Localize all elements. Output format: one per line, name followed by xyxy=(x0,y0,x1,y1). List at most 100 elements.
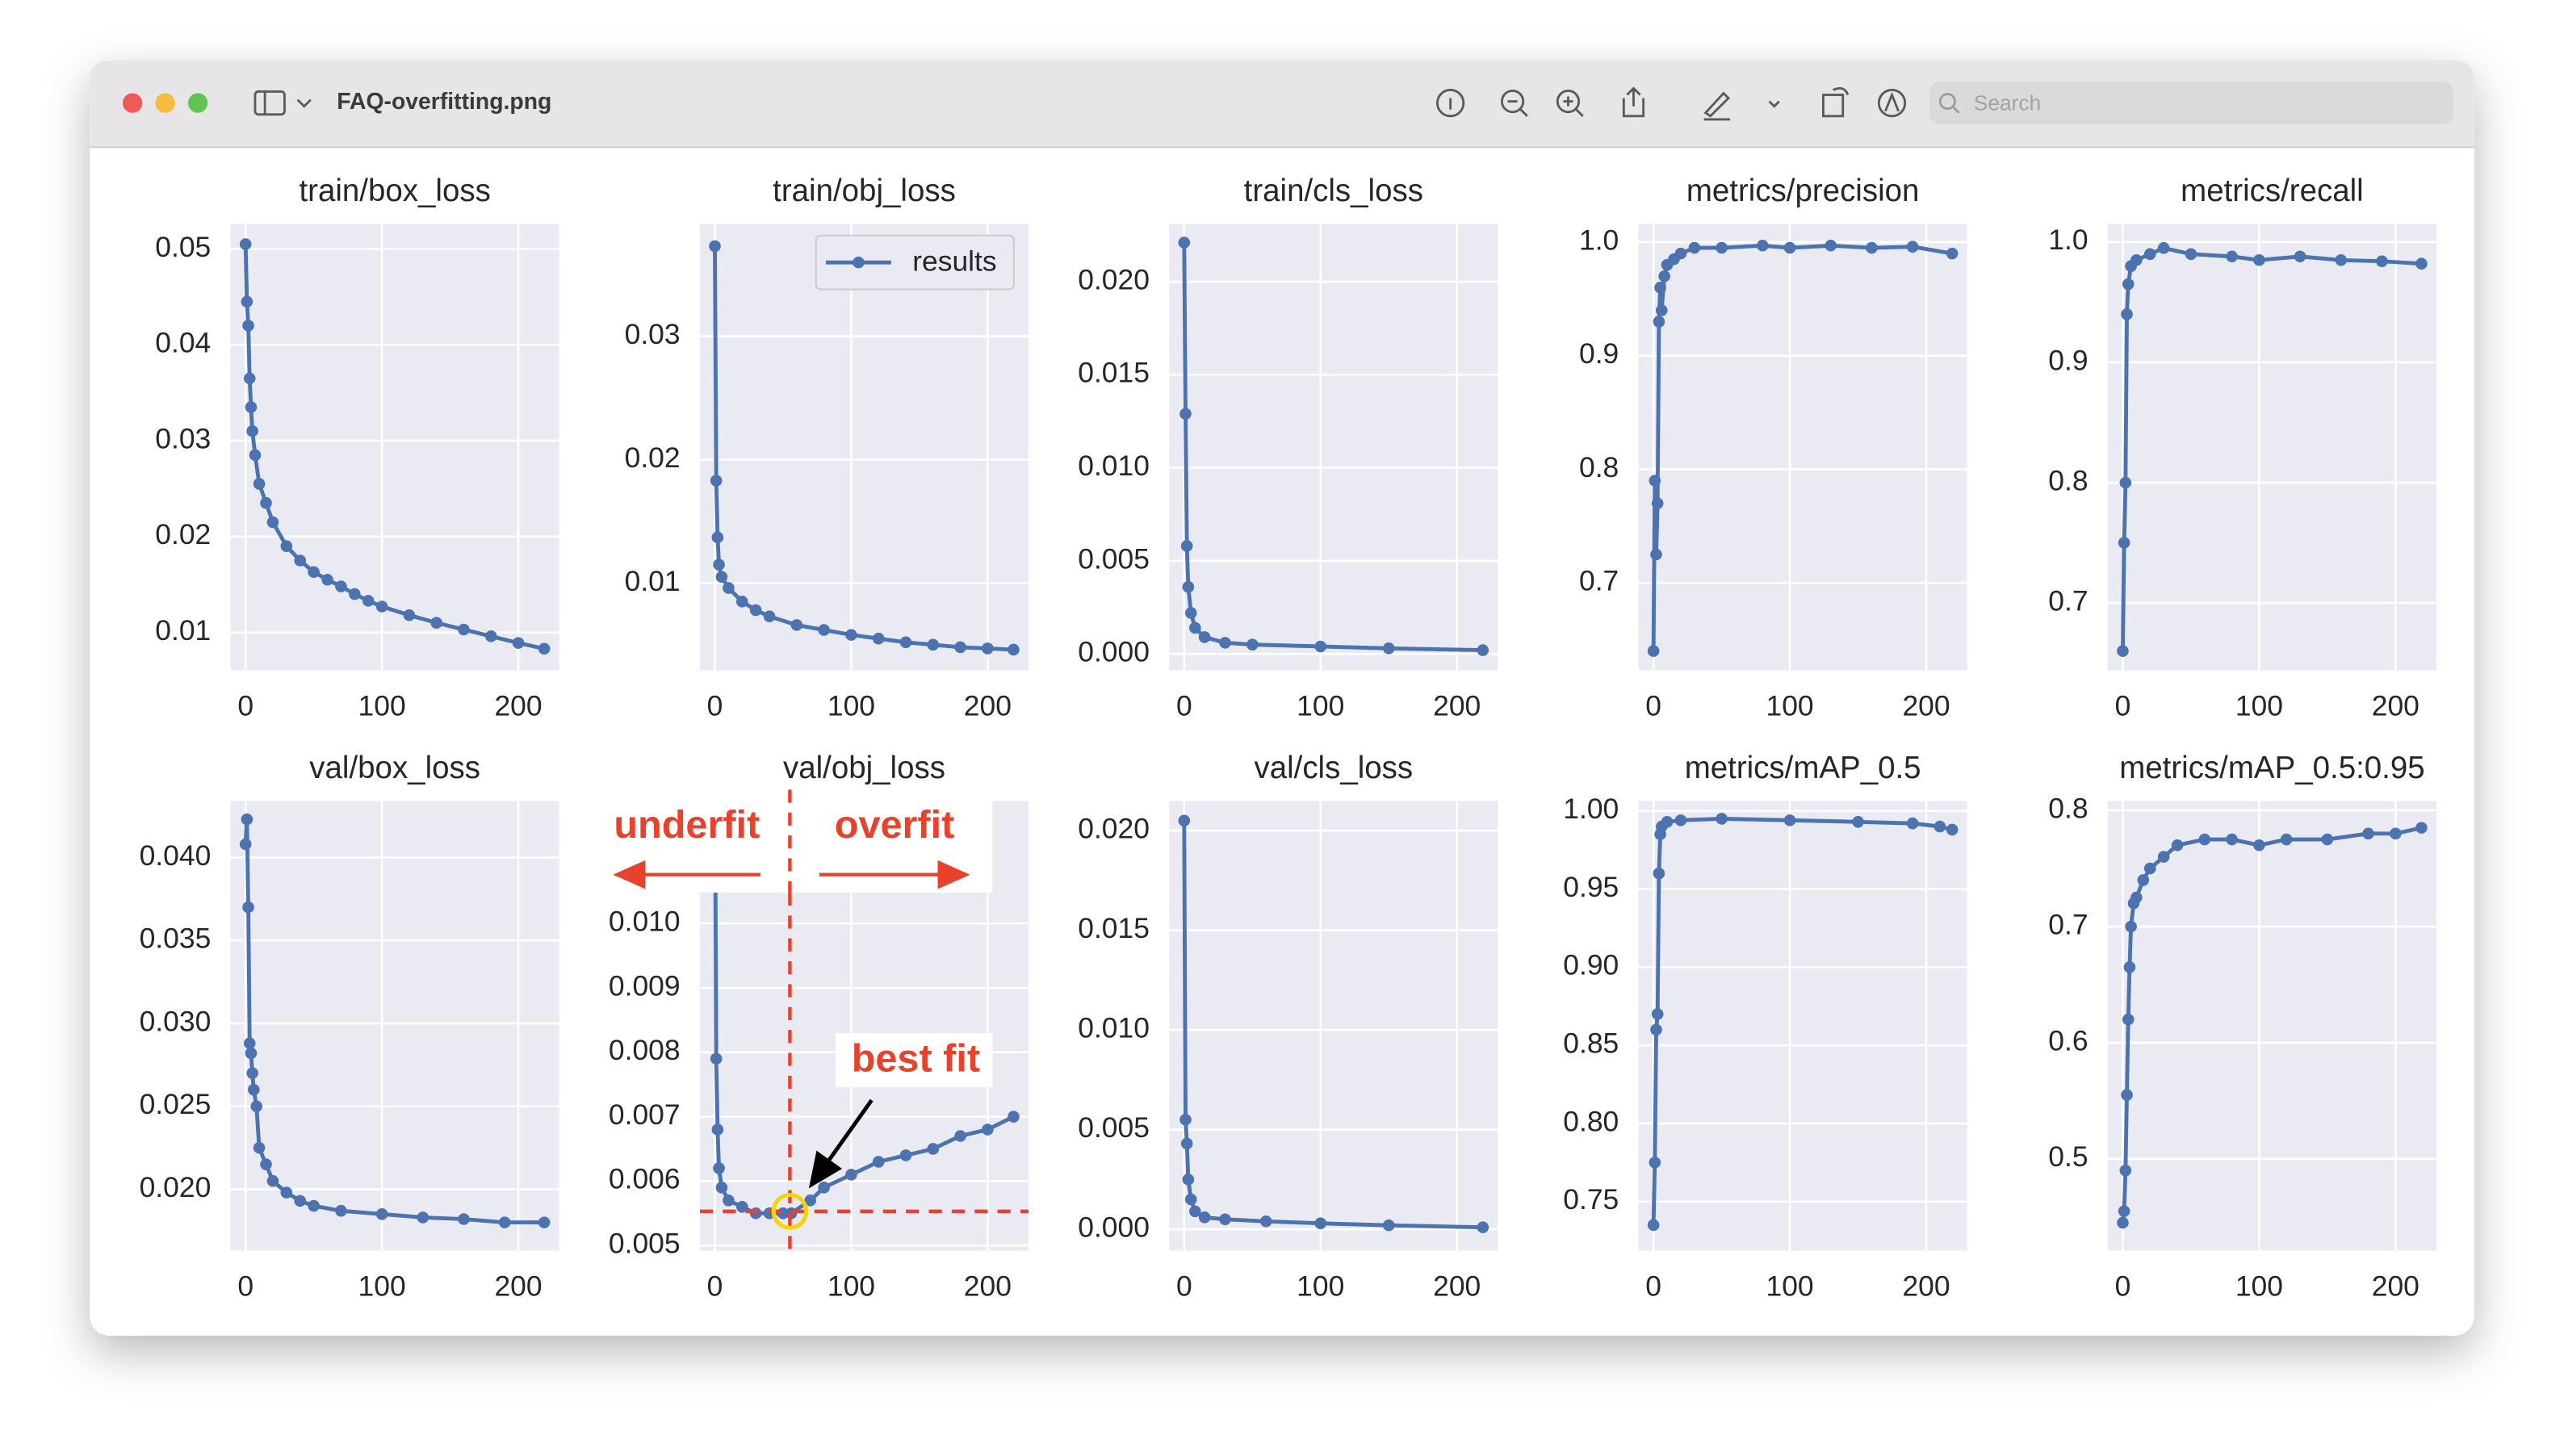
data-point xyxy=(1649,1157,1661,1169)
x-tick-label: 200 xyxy=(1902,689,1950,722)
data-point xyxy=(294,1195,307,1207)
plot-area xyxy=(230,224,559,671)
data-point xyxy=(1259,1215,1272,1228)
data-point xyxy=(2143,248,2156,261)
data-point xyxy=(335,580,347,592)
data-point xyxy=(954,641,966,654)
data-point xyxy=(2125,920,2137,933)
x-tick-label: 200 xyxy=(964,689,1012,722)
data-point xyxy=(458,623,470,636)
data-point xyxy=(2198,833,2211,846)
markup-button[interactable] xyxy=(1703,91,1780,121)
close-button[interactable] xyxy=(122,93,143,113)
y-tick-label: 0.5 xyxy=(2048,1140,2088,1173)
y-tick-label: 0.01 xyxy=(155,614,211,646)
x-tick-label: 100 xyxy=(1766,1270,1814,1303)
minimize-button[interactable] xyxy=(155,93,175,113)
y-tick-label: 0.7 xyxy=(2048,584,2088,617)
chart-panel: 0 100 200 0.5 0.6 0.7 0.8 metrics/mAP_0.5:0.95 xyxy=(2048,751,2437,1303)
data-point xyxy=(2226,833,2238,846)
data-point xyxy=(1477,644,1489,656)
data-point xyxy=(253,1141,266,1154)
data-point xyxy=(512,637,525,649)
data-point xyxy=(280,1186,293,1199)
data-point xyxy=(1756,239,1769,252)
y-tick-label: 0.009 xyxy=(609,969,681,1002)
data-point xyxy=(715,1182,728,1194)
data-point xyxy=(1198,1211,1211,1224)
search-icon xyxy=(1938,93,1960,114)
x-tick-label: 200 xyxy=(964,1270,1012,1303)
plot-area xyxy=(2107,224,2437,671)
best-fit-label-box xyxy=(836,1033,993,1088)
data-point xyxy=(308,566,320,579)
data-point xyxy=(246,425,258,437)
data-point xyxy=(2376,255,2388,268)
data-point xyxy=(2157,242,2170,254)
chart-title: metrics/recall xyxy=(2181,174,2364,208)
plot-layer xyxy=(2117,822,2428,1229)
data-point xyxy=(872,632,885,645)
data-point xyxy=(253,478,266,490)
data-point xyxy=(1906,817,1919,830)
y-tick-label: 0.02 xyxy=(625,441,681,474)
y-tick-label: 0.025 xyxy=(140,1088,212,1120)
data-point xyxy=(1716,813,1728,825)
chart-title: metrics/precision xyxy=(1686,174,1920,208)
data-point xyxy=(2122,1013,2135,1026)
x-tick-label: 100 xyxy=(2235,689,2283,722)
share-button[interactable] xyxy=(1622,86,1645,118)
data-point xyxy=(1382,1219,1395,1232)
charts: 0 100 200 0.01 0.02 0.03 0.04 0.05 train/box_los… xyxy=(140,174,2437,1303)
data-point xyxy=(2130,253,2143,266)
data-point xyxy=(2119,1164,2132,1177)
data-point xyxy=(1182,580,1195,593)
annotate-button[interactable] xyxy=(1877,89,1907,118)
data-point xyxy=(1658,270,1670,282)
y-tick-label: 0.03 xyxy=(625,318,681,350)
data-point xyxy=(1783,241,1796,254)
plot-area xyxy=(2107,801,2437,1251)
chart-title: train/obj_loss xyxy=(773,174,956,208)
data-point xyxy=(1933,820,1946,833)
data-point xyxy=(2321,833,2334,846)
search-field[interactable] xyxy=(1929,82,2453,124)
y-tick-label: 0.03 xyxy=(155,422,211,454)
data-point xyxy=(927,1143,940,1155)
y-tick-label: 0.020 xyxy=(140,1171,212,1203)
data-point xyxy=(2137,874,2150,886)
data-point xyxy=(1650,548,1662,561)
y-tick-label: 0.030 xyxy=(140,1005,212,1037)
data-point xyxy=(1946,247,1959,260)
zoom-in-button[interactable] xyxy=(1556,90,1584,117)
data-point xyxy=(2117,1216,2129,1229)
zoom-button[interactable] xyxy=(187,93,208,113)
x-tick-label: 100 xyxy=(358,689,406,722)
y-tick-label: 0.005 xyxy=(609,1228,681,1260)
x-tick-label: 100 xyxy=(827,1270,875,1303)
plot-area xyxy=(1169,224,1498,671)
data-point xyxy=(818,624,830,636)
rotate-button[interactable] xyxy=(1822,87,1850,118)
y-tick-label: 0.005 xyxy=(1078,542,1150,575)
window-title: FAQ-overfitting.png xyxy=(337,89,551,115)
data-point xyxy=(239,838,252,851)
x-tick-label: 0 xyxy=(707,1270,723,1303)
data-point xyxy=(1866,241,1878,254)
zoom-out-button[interactable] xyxy=(1501,90,1528,117)
chart-panel: 0 100 200 0.7 0.8 0.9 1.0 metrics/precision xyxy=(1579,174,1967,722)
data-point xyxy=(260,496,272,509)
data-point xyxy=(709,240,721,253)
y-tick-label: 0.020 xyxy=(1078,263,1150,295)
info-button[interactable] xyxy=(1436,89,1465,118)
x-tick-label: 200 xyxy=(2372,1270,2419,1303)
data-point xyxy=(2171,839,2184,851)
x-tick-label: 200 xyxy=(2372,689,2419,722)
x-tick-label: 200 xyxy=(494,689,542,722)
data-point xyxy=(1647,1219,1660,1232)
data-point xyxy=(1650,1023,1662,1036)
sidebar-toggle[interactable] xyxy=(253,90,312,116)
y-tick-label: 0.015 xyxy=(1078,912,1150,944)
data-point xyxy=(1653,316,1665,328)
